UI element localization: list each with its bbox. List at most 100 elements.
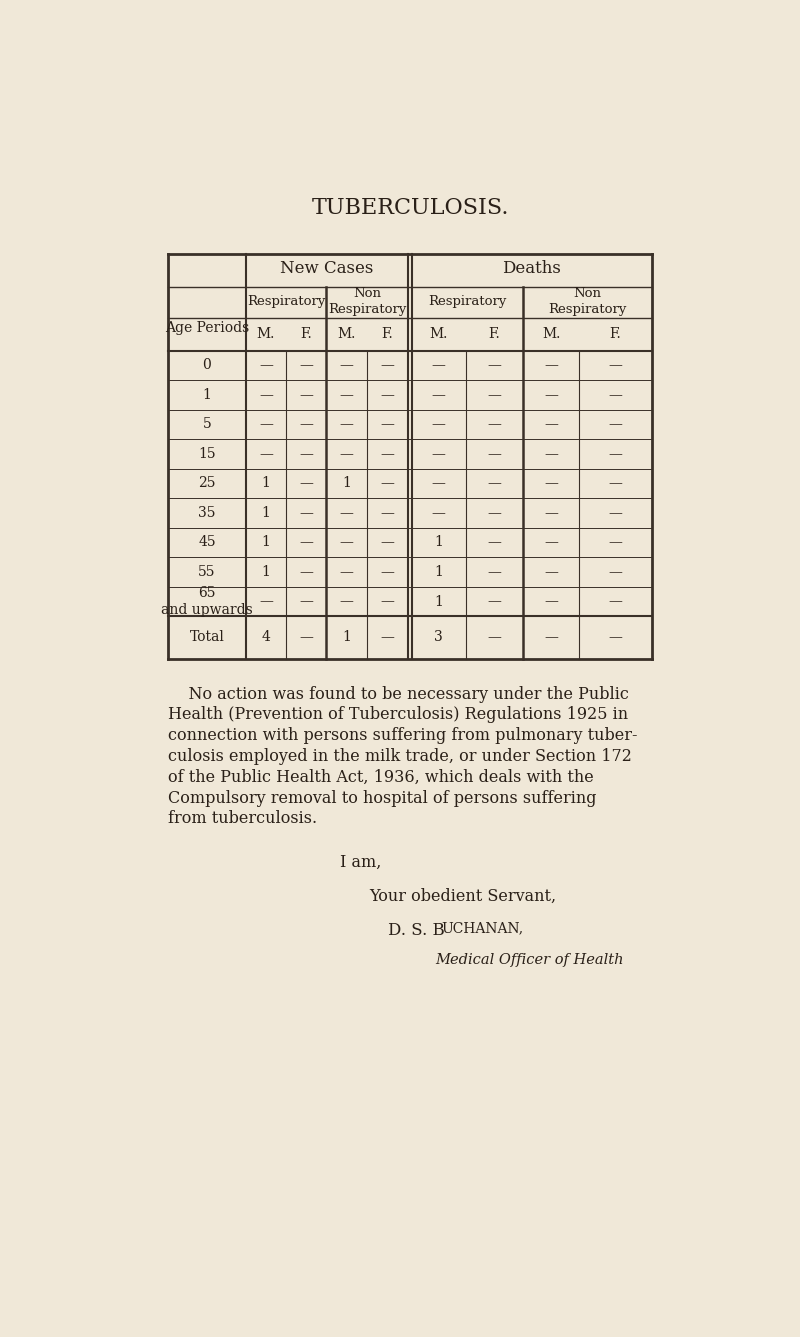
Text: —: — — [259, 447, 273, 461]
Text: —: — — [487, 388, 502, 402]
Text: —: — — [339, 358, 354, 373]
Text: —: — — [299, 358, 313, 373]
Text: —: — — [544, 631, 558, 644]
Text: 1: 1 — [434, 566, 443, 579]
Text: 1: 1 — [262, 476, 270, 491]
Text: 0: 0 — [202, 358, 211, 373]
Text: —: — — [339, 536, 354, 550]
Text: —: — — [299, 595, 313, 608]
Text: —: — — [299, 447, 313, 461]
Text: —: — — [432, 476, 446, 491]
Text: 1: 1 — [434, 536, 443, 550]
Text: —: — — [380, 447, 394, 461]
Text: —: — — [432, 388, 446, 402]
Text: —: — — [609, 595, 622, 608]
Text: —: — — [609, 631, 622, 644]
Text: 65
and upwards: 65 and upwards — [161, 587, 253, 616]
Text: —: — — [299, 631, 313, 644]
Text: —: — — [380, 476, 394, 491]
Text: —: — — [259, 388, 273, 402]
Text: 1: 1 — [434, 595, 443, 608]
Text: Compulsory removal to hospital of persons suffering: Compulsory removal to hospital of person… — [168, 790, 597, 806]
Text: D. S. B: D. S. B — [388, 923, 445, 939]
Text: —: — — [259, 417, 273, 432]
Text: —: — — [487, 536, 502, 550]
Text: —: — — [544, 447, 558, 461]
Text: —: — — [487, 566, 502, 579]
Text: —: — — [487, 476, 502, 491]
Text: —: — — [609, 447, 622, 461]
Text: 1: 1 — [262, 536, 270, 550]
Text: —: — — [380, 536, 394, 550]
Text: F.: F. — [382, 328, 393, 341]
Text: —: — — [609, 476, 622, 491]
Text: —: — — [339, 595, 354, 608]
Text: 5: 5 — [202, 417, 211, 432]
Text: —: — — [259, 595, 273, 608]
Text: F.: F. — [300, 328, 312, 341]
Text: 25: 25 — [198, 476, 216, 491]
Text: —: — — [544, 476, 558, 491]
Text: —: — — [380, 388, 394, 402]
Text: —: — — [487, 595, 502, 608]
Text: —: — — [339, 505, 354, 520]
Text: —: — — [259, 358, 273, 373]
Text: 1: 1 — [262, 566, 270, 579]
Text: Total: Total — [190, 631, 224, 644]
Text: M.: M. — [430, 328, 448, 341]
Text: 3: 3 — [434, 631, 443, 644]
Text: —: — — [432, 358, 446, 373]
Text: Respiratory: Respiratory — [247, 295, 325, 308]
Text: 1: 1 — [342, 476, 351, 491]
Text: F.: F. — [489, 328, 500, 341]
Text: M.: M. — [338, 328, 356, 341]
Text: —: — — [544, 536, 558, 550]
Text: —: — — [380, 505, 394, 520]
Text: Your obedient Servant,: Your obedient Servant, — [370, 888, 557, 905]
Text: —: — — [339, 388, 354, 402]
Text: —: — — [487, 417, 502, 432]
Text: —: — — [609, 536, 622, 550]
Text: —: — — [380, 566, 394, 579]
Text: —: — — [609, 388, 622, 402]
Text: Deaths: Deaths — [502, 261, 561, 277]
Text: —: — — [544, 505, 558, 520]
Text: No action was found to be necessary under the Public: No action was found to be necessary unde… — [168, 686, 629, 702]
Text: —: — — [609, 566, 622, 579]
Text: —: — — [299, 536, 313, 550]
Text: 4: 4 — [262, 631, 270, 644]
Text: —: — — [544, 417, 558, 432]
Text: UCHANAN,: UCHANAN, — [441, 921, 523, 935]
Text: —: — — [299, 505, 313, 520]
Text: —: — — [487, 505, 502, 520]
Text: 15: 15 — [198, 447, 216, 461]
Text: —: — — [487, 447, 502, 461]
Text: Respiratory: Respiratory — [428, 295, 506, 308]
Text: —: — — [544, 566, 558, 579]
Text: —: — — [339, 417, 354, 432]
Text: —: — — [380, 417, 394, 432]
Text: —: — — [487, 631, 502, 644]
Text: —: — — [544, 358, 558, 373]
Text: —: — — [609, 358, 622, 373]
Text: —: — — [339, 566, 354, 579]
Text: 45: 45 — [198, 536, 216, 550]
Text: —: — — [432, 417, 446, 432]
Text: —: — — [299, 417, 313, 432]
Text: I am,: I am, — [340, 854, 382, 872]
Text: New Cases: New Cases — [280, 261, 374, 277]
Text: 1: 1 — [202, 388, 211, 402]
Text: —: — — [544, 388, 558, 402]
Text: Non
Respiratory: Non Respiratory — [548, 287, 626, 316]
Text: —: — — [487, 358, 502, 373]
Text: Non
Respiratory: Non Respiratory — [328, 287, 406, 316]
Text: —: — — [380, 595, 394, 608]
Text: from tuberculosis.: from tuberculosis. — [168, 810, 318, 828]
Text: —: — — [609, 417, 622, 432]
Text: —: — — [432, 447, 446, 461]
Text: Health (Prevention of Tuberculosis) Regulations 1925 in: Health (Prevention of Tuberculosis) Regu… — [168, 706, 628, 723]
Text: 1: 1 — [262, 505, 270, 520]
Text: —: — — [339, 447, 354, 461]
Text: connection with persons suffering from pulmonary tuber-: connection with persons suffering from p… — [168, 727, 638, 745]
Text: —: — — [299, 566, 313, 579]
